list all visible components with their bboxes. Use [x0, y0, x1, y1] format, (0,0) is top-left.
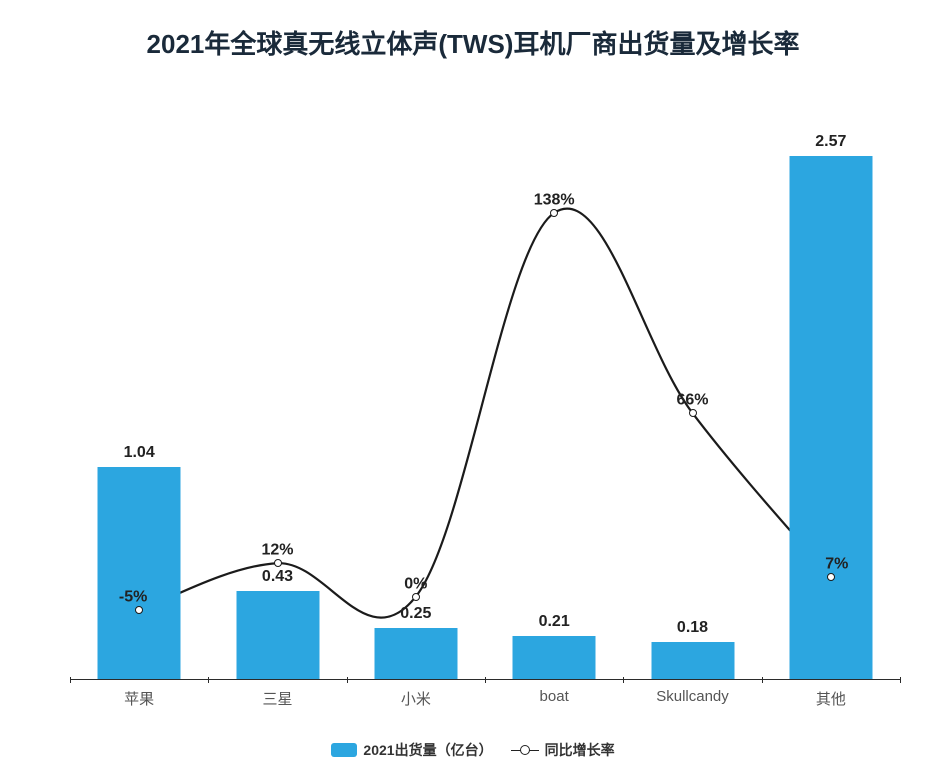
- line-marker: [689, 409, 697, 417]
- x-tick: [70, 677, 71, 683]
- x-tick: [900, 677, 901, 683]
- legend-line-label: 同比增长率: [545, 740, 615, 760]
- category-label: Skullcandy: [656, 688, 729, 705]
- legend-line-item: 同比增长率: [511, 740, 615, 760]
- legend-bar-label: 2021出货量（亿台）: [363, 740, 492, 760]
- bar-value-label: 0.43: [262, 568, 293, 586]
- line-marker: [274, 559, 282, 567]
- plot-area: 1.04苹果-5%0.43三星12%0.25小米0%0.21boat138%0.…: [70, 110, 900, 680]
- bar: [513, 636, 596, 679]
- line-value-label: 138%: [534, 191, 575, 209]
- x-tick: [208, 677, 209, 683]
- line-value-label: 12%: [261, 542, 293, 560]
- x-tick: [347, 677, 348, 683]
- category-label: 小米: [401, 688, 431, 709]
- bar: [789, 156, 872, 679]
- x-tick: [485, 677, 486, 683]
- x-tick: [762, 677, 763, 683]
- bar-value-label: 0.18: [677, 619, 708, 637]
- line-value-label: 0%: [404, 575, 427, 593]
- line-marker: [550, 209, 558, 217]
- line-marker: [135, 606, 143, 614]
- bar: [236, 591, 319, 679]
- legend-bar-swatch: [331, 743, 357, 757]
- bar-value-label: 0.21: [539, 613, 570, 631]
- category-label: 其他: [816, 688, 846, 709]
- x-tick: [623, 677, 624, 683]
- legend-line-swatch: [511, 743, 539, 757]
- line-value-label: 7%: [825, 556, 848, 574]
- chart-title: 2021年全球真无线立体声(TWS)耳机厂商出货量及增长率: [0, 24, 946, 61]
- bar-value-label: 0.25: [400, 605, 431, 623]
- bar: [651, 642, 734, 679]
- bar-value-label: 1.04: [124, 444, 155, 462]
- growth-line: [70, 110, 900, 680]
- category-label: 三星: [262, 688, 292, 709]
- category-label: boat: [540, 688, 569, 705]
- bar: [374, 628, 457, 679]
- line-value-label: -5%: [119, 589, 147, 607]
- line-value-label: 66%: [676, 391, 708, 409]
- legend: 2021出货量（亿台） 同比增长率: [0, 740, 946, 760]
- bar-value-label: 2.57: [815, 133, 846, 151]
- legend-bar-item: 2021出货量（亿台）: [331, 740, 492, 760]
- line-marker: [412, 593, 420, 601]
- bar: [98, 467, 181, 679]
- growth-line-path: [139, 209, 831, 618]
- category-label: 苹果: [124, 688, 154, 709]
- line-marker: [827, 573, 835, 581]
